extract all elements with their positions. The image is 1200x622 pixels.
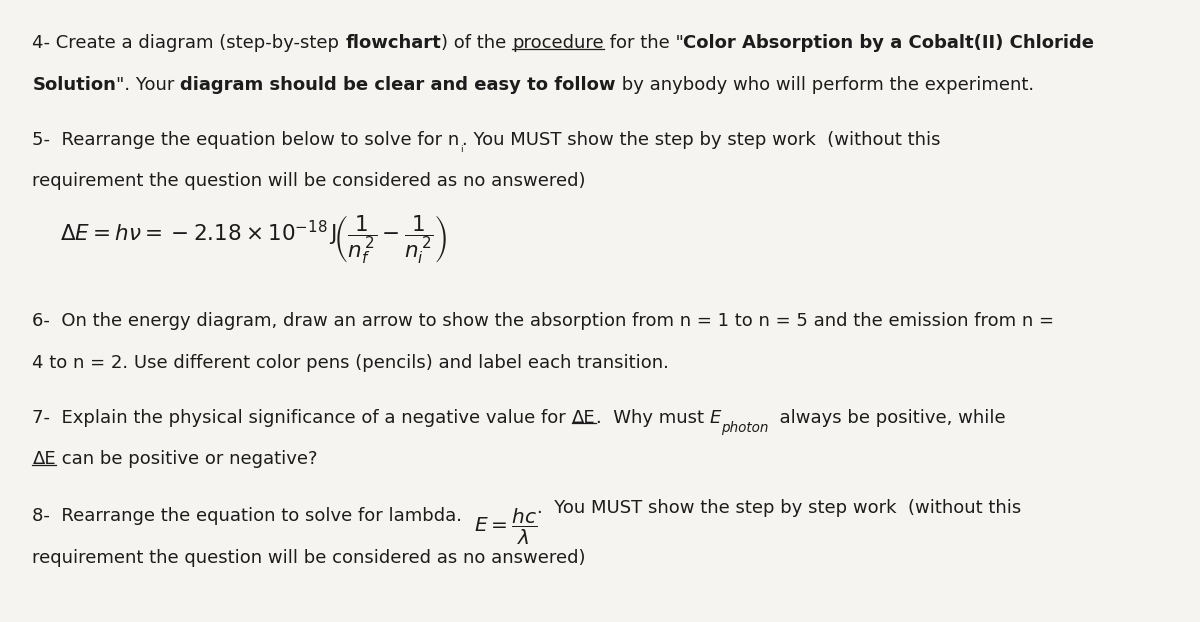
Text: procedure: procedure bbox=[512, 34, 604, 52]
Text: Color Absorption by a Cobalt(II) Chloride: Color Absorption by a Cobalt(II) Chlorid… bbox=[684, 34, 1094, 52]
Text: always be positive, while: always be positive, while bbox=[768, 409, 1006, 427]
Text: 6-  On the energy diagram, draw an arrow to show the absorption from n = 1 to n : 6- On the energy diagram, draw an arrow … bbox=[32, 312, 1055, 330]
Text: $\Delta E = h\nu = -2.18 \times 10^{-18}\,\mathrm{J}\!\left(\dfrac{1}{n_f^{\,2}}: $\Delta E = h\nu = -2.18 \times 10^{-18}… bbox=[60, 213, 446, 266]
Text: E: E bbox=[709, 409, 721, 427]
Text: .  You MUST show the step by step work  (without this: . You MUST show the step by step work (w… bbox=[538, 499, 1021, 518]
Text: photon: photon bbox=[721, 421, 768, 435]
Text: ᵢ: ᵢ bbox=[460, 141, 462, 155]
Text: requirement the question will be considered as no answered): requirement the question will be conside… bbox=[32, 549, 586, 567]
Text: 4- Create a diagram (step-by-step: 4- Create a diagram (step-by-step bbox=[32, 34, 346, 52]
Text: for the ": for the " bbox=[604, 34, 684, 52]
Text: 5-  Rearrange the equation below to solve for n: 5- Rearrange the equation below to solve… bbox=[32, 131, 460, 149]
Text: diagram should be clear and easy to follow: diagram should be clear and easy to foll… bbox=[180, 76, 616, 94]
Text: 4 to n = 2. Use different color pens (pencils) and label each transition.: 4 to n = 2. Use different color pens (pe… bbox=[32, 354, 670, 372]
Text: by anybody who will perform the experiment.: by anybody who will perform the experime… bbox=[616, 76, 1034, 94]
Text: ΔE: ΔE bbox=[32, 450, 56, 468]
Text: flowchart: flowchart bbox=[346, 34, 440, 52]
Text: Solution: Solution bbox=[32, 76, 116, 94]
Text: . You MUST show the step by step work  (without this: . You MUST show the step by step work (w… bbox=[462, 131, 941, 149]
Text: $\mathit{E} = \dfrac{hc}{\lambda}$: $\mathit{E} = \dfrac{hc}{\lambda}$ bbox=[474, 507, 538, 547]
Text: .  Why must: . Why must bbox=[595, 409, 709, 427]
Text: ". Your: ". Your bbox=[116, 76, 180, 94]
Text: can be positive or negative?: can be positive or negative? bbox=[56, 450, 318, 468]
Text: ΔE: ΔE bbox=[572, 409, 595, 427]
Text: 8-  Rearrange the equation to solve for lambda.: 8- Rearrange the equation to solve for l… bbox=[32, 507, 474, 525]
Text: requirement the question will be considered as no answered): requirement the question will be conside… bbox=[32, 172, 586, 190]
Text: 7-  Explain the physical significance of a negative value for: 7- Explain the physical significance of … bbox=[32, 409, 572, 427]
Text: ) of the: ) of the bbox=[440, 34, 512, 52]
